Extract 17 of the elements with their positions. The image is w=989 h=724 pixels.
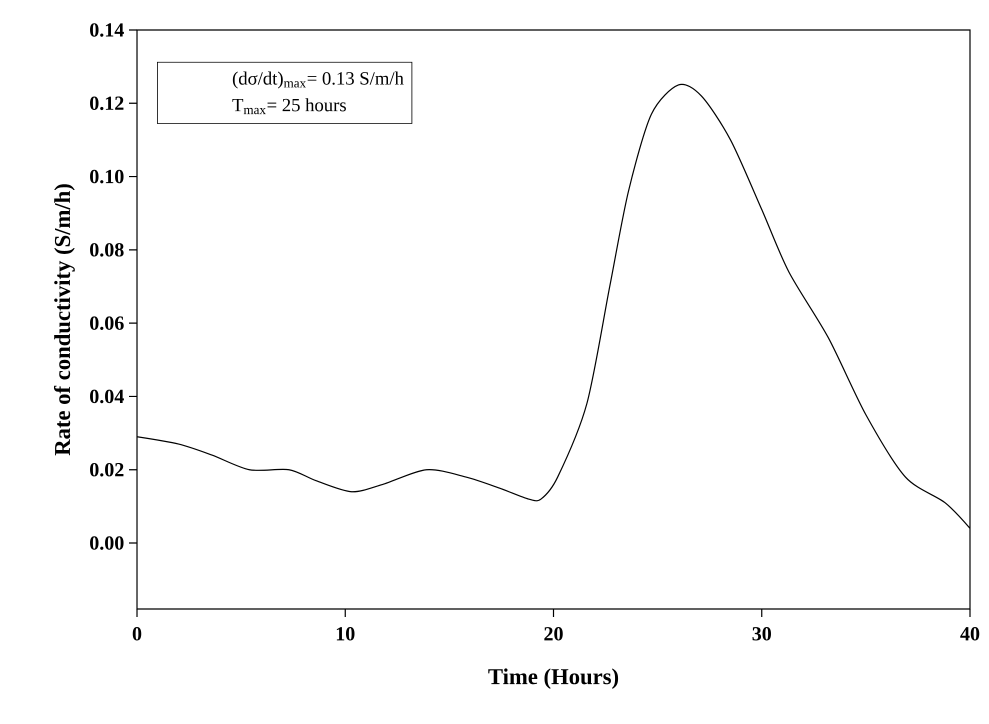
y-tick-label: 0.10 [90,170,124,184]
x-tick-label: 40 [960,627,980,641]
x-tick-label: 10 [336,627,354,641]
x-tick-label: 30 [752,627,771,641]
x-tick-label: 20 [544,627,563,641]
y-tick-label: 0.14 [90,23,124,37]
y-tick-label: 0.06 [90,316,124,330]
annotation: T$_{max}$= 25 hours [232,98,346,114]
x-tick-label: 0 [132,627,142,641]
annotation: (dσ/dt)$_{max}$= 0.13 S/m/h [232,72,404,88]
y-tick-label: 0.08 [90,243,124,257]
y-axis-title: Rate of conductivity (S/m/h) [54,184,75,456]
x-axis-title: Time (Hours) [488,668,618,689]
y-tick-label: 0.02 [90,462,124,477]
y-tick-label: 0.12 [90,96,124,110]
y-tick-label: 0.04 [90,390,124,404]
y-tick-label: 0.00 [90,536,124,550]
